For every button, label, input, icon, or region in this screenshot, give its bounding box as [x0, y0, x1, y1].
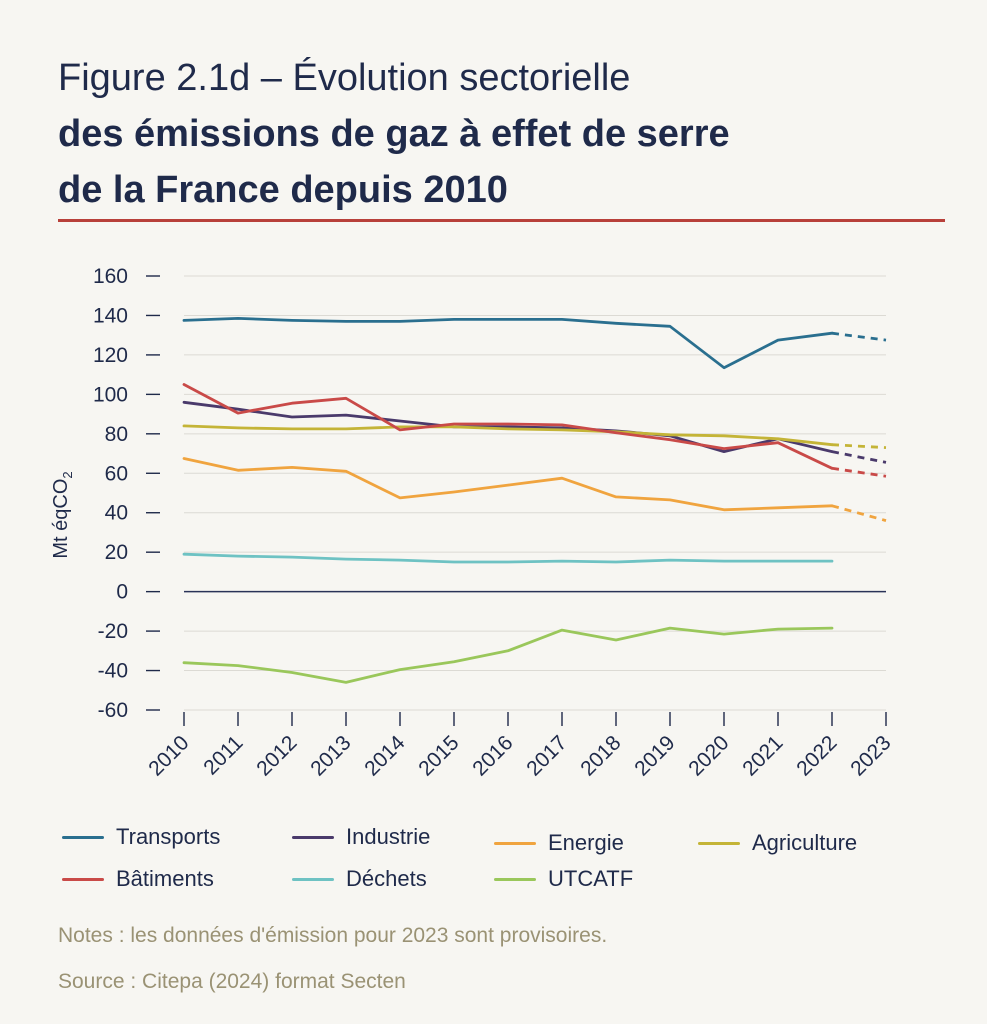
x-tick-label: 2022	[792, 731, 841, 780]
x-tick-label: 2020	[684, 731, 733, 780]
title-line-2: des émissions de gaz à effet de serre	[58, 113, 730, 155]
legend-label: Agriculture	[752, 830, 858, 855]
series-line-provisional-energie	[831, 504, 887, 522]
y-tick-label: -60	[98, 699, 128, 722]
x-tick-label: 2016	[468, 731, 517, 780]
title-line-1: Figure 2.1d – Évolution sectorielle	[58, 57, 631, 99]
source-text: Source : Citepa (2024) format Secten	[58, 970, 406, 993]
title-divider	[58, 219, 945, 222]
legend-item-dechets: Déchets	[292, 866, 427, 892]
x-tick-label: 2010	[144, 731, 193, 780]
x-tick-label: 2015	[414, 731, 463, 780]
y-axis-label-subscript: 2	[60, 471, 75, 478]
y-tick-label: 20	[105, 541, 128, 564]
y-tick-label: 40	[105, 502, 128, 525]
series-line-provisional-agriculture	[831, 443, 887, 449]
legend-label: UTCATF	[548, 866, 634, 891]
series-line-provisional-transports	[831, 331, 887, 342]
series-line-agriculture	[182, 424, 834, 447]
notes-text: Notes : les données d'émission pour 2023…	[58, 924, 608, 947]
series-line-provisional-batiments	[831, 466, 887, 478]
legend-swatch	[62, 877, 104, 881]
series-line-utcatf	[182, 626, 834, 684]
legend-label: Transports	[116, 824, 221, 849]
y-axis-label: Mt éqCO2	[50, 471, 75, 558]
y-tick-label: 80	[105, 423, 128, 446]
legend-label: Bâtiments	[116, 866, 214, 891]
x-tick-label: 2023	[846, 731, 895, 780]
legend-swatch	[292, 835, 334, 839]
series-line-batiments	[182, 383, 834, 470]
title-line-3: de la France depuis 2010	[58, 169, 508, 211]
line-chart: 160 140 120 100 80 60 40 20 0 -20 -40 -60 Mt éqCO2 20…	[50, 265, 896, 781]
y-tick-label: 120	[93, 344, 128, 367]
legend-swatch	[494, 841, 536, 845]
legend-item-batiments: Bâtiments	[62, 866, 214, 892]
legend-item-transports: Transports	[62, 824, 220, 850]
legend-swatch	[292, 877, 334, 881]
y-tick-label: 60	[105, 462, 128, 485]
series-line-provisional-industrie	[831, 450, 887, 464]
x-tick-label: 2019	[630, 731, 679, 780]
legend-swatch	[62, 835, 104, 839]
legend-item-industrie: Industrie	[292, 824, 430, 850]
legend-label: Industrie	[346, 824, 431, 849]
series-line-energie	[182, 457, 834, 512]
legend-item-energie: Energie	[494, 830, 624, 856]
y-tick-label: -20	[98, 620, 128, 643]
y-tick-label: 160	[93, 265, 128, 288]
x-tick-label: 2012	[252, 731, 301, 780]
y-tick-label: 0	[116, 581, 128, 604]
y-tick-label: 100	[93, 383, 128, 406]
x-tick-label: 2021	[738, 731, 787, 780]
legend-swatch	[698, 841, 740, 845]
legend-label: Déchets	[346, 866, 427, 891]
chart-title: Figure 2.1d – Évolution sectorielle des …	[58, 50, 948, 218]
legend-item-utcatf: UTCATF	[494, 866, 633, 892]
y-tick-label: 140	[93, 304, 128, 327]
x-tick-label: 2017	[522, 731, 571, 780]
series-line-industrie	[182, 400, 834, 454]
y-tick-label: -40	[98, 660, 128, 683]
x-tick-label: 2013	[306, 731, 355, 780]
legend-swatch	[494, 877, 536, 881]
y-axis-label-main: Mt éqCO	[50, 479, 72, 559]
series-line-transports	[182, 317, 834, 370]
x-tick-label: 2014	[360, 731, 410, 781]
legend-label: Energie	[548, 830, 624, 855]
series-line-dechets	[182, 552, 834, 564]
x-tick-label: 2011	[199, 731, 247, 779]
legend-item-agriculture: Agriculture	[698, 830, 857, 856]
x-tick-label: 2018	[576, 731, 625, 780]
